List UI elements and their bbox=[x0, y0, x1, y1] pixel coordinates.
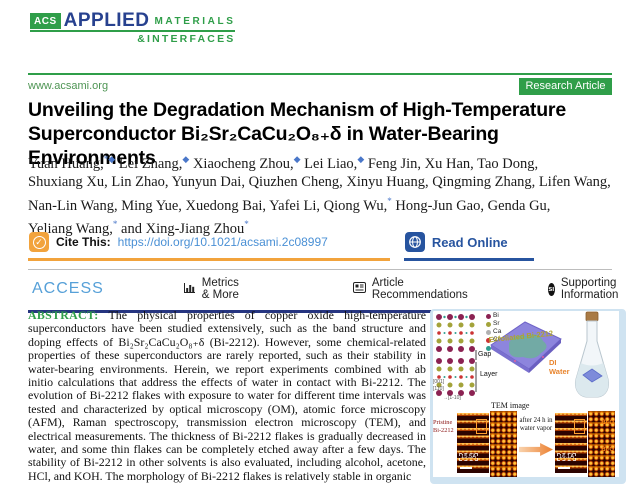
article-type-badge: Research Article bbox=[519, 78, 612, 95]
cite-this-section[interactable]: ✓ Cite This: https://doi.org/10.1021/acs… bbox=[28, 231, 390, 261]
metrics-and-more-link[interactable]: Metrics & More bbox=[183, 277, 239, 301]
gap-label: Gap bbox=[478, 351, 492, 358]
zoom-region-box bbox=[476, 419, 487, 434]
journal-url-link[interactable]: www.acsami.org bbox=[28, 80, 109, 92]
tem-image-after-zoom: Bi-O Bi-O bbox=[588, 411, 615, 477]
journal-name-materials: MATERIALS bbox=[154, 16, 236, 27]
axis-1-10-label: →[1-10] bbox=[443, 395, 461, 401]
pristine-label: Pristine Bi-2212 bbox=[433, 419, 454, 434]
page-title: Unveiling the Degradation Mechanism of H… bbox=[28, 98, 618, 170]
spacing-label-before: 15.5Å bbox=[459, 453, 479, 461]
bar-chart-icon bbox=[183, 282, 196, 297]
reaction-arrow-block: after 24 h in water vapor bbox=[518, 411, 554, 477]
recommendations-label: Article Recommendations bbox=[371, 277, 468, 301]
spacing-label-after: 16.1Å bbox=[557, 453, 577, 461]
supporting-information-link[interactable]: sı Supporting Information bbox=[547, 277, 625, 301]
check-glyph: ✓ bbox=[32, 235, 46, 249]
crystal-structure-diagram bbox=[436, 314, 477, 396]
acs-logo-box: ACS bbox=[30, 13, 61, 29]
legend-row: Cu bbox=[486, 336, 501, 344]
layer-label: Layer bbox=[480, 371, 498, 378]
title-line-2: Superconductor Bi₂Sr₂CaCu₂O₈₊δ in Water-… bbox=[28, 123, 499, 169]
atom-dot-icon bbox=[486, 321, 491, 327]
read-online-button[interactable]: Read Online bbox=[403, 231, 534, 261]
access-bar: ACCESS Metrics & More Article Recommenda… bbox=[28, 269, 618, 313]
tem-image-caption: TEM image bbox=[491, 401, 530, 410]
legend-row: Bi bbox=[486, 312, 501, 320]
di-water-flask-illustration bbox=[575, 311, 609, 398]
abstract-label: ABSTRACT: bbox=[28, 309, 99, 322]
atom-dot-icon bbox=[486, 313, 491, 319]
document-icon bbox=[352, 282, 366, 296]
bi-o-label: Bi-O bbox=[601, 420, 614, 426]
journal-name-applied: APPLIED bbox=[63, 10, 150, 31]
header-divider bbox=[28, 73, 612, 75]
title-line-1: Unveiling the Degradation Mechanism of H… bbox=[28, 99, 566, 121]
legend-row: Ca bbox=[486, 328, 501, 336]
abstract-text: The physical properties of copper oxide … bbox=[28, 309, 426, 483]
bi-o-label: Bi-O bbox=[601, 447, 614, 453]
author-lines: Yuan Huang,*◆ Lei Zhang,◆ Xiaocheng Zhou… bbox=[28, 150, 618, 238]
tem-image-row: Pristine Bi-2212 15.5Å after 24 h in wat… bbox=[433, 411, 615, 477]
journal-logo: ACS APPLIED MATERIALS &INTERFACES bbox=[30, 10, 236, 45]
axis-110-label: [110] bbox=[433, 386, 444, 392]
abstract-paragraph: ABSTRACT: The physical properties of cop… bbox=[28, 309, 426, 484]
tem-image-after: 16.1Å bbox=[555, 413, 587, 473]
article-recommendations-link[interactable]: Article Recommendations bbox=[352, 277, 468, 301]
metrics-label: Metrics & More bbox=[201, 277, 239, 301]
axis-001-label: [001] bbox=[433, 379, 445, 385]
globe-icon bbox=[404, 232, 425, 252]
cite-check-icon: ✓ bbox=[29, 232, 49, 252]
author-line: Yuan Huang,*◆ Lei Zhang,◆ Xiaocheng Zhou… bbox=[28, 154, 539, 172]
si-icon: sı bbox=[547, 282, 555, 296]
atom-dot-icon bbox=[486, 329, 491, 335]
tem-image-pristine: 15.5Å bbox=[457, 413, 489, 473]
cite-this-label: Cite This: bbox=[56, 235, 111, 249]
supporting-label: Supporting Information bbox=[560, 277, 619, 301]
scale-bar bbox=[460, 467, 472, 469]
exfoliated-flake-illustration bbox=[490, 321, 562, 373]
journal-logo-row: ACS APPLIED MATERIALS bbox=[30, 10, 236, 32]
legend-row: Sr bbox=[486, 320, 501, 328]
doi-link[interactable]: https://doi.org/10.1021/acsami.2c08997 bbox=[117, 235, 328, 249]
graphical-abstract: BiSrCaCuO Gap Layer [001] [110] →[1-10] … bbox=[430, 309, 626, 484]
cite-bar: ✓ Cite This: https://doi.org/10.1021/acs… bbox=[28, 231, 534, 261]
journal-name-interfaces: &INTERFACES bbox=[137, 33, 236, 45]
tem-image-pristine-zoom bbox=[490, 411, 517, 477]
atom-dot-icon bbox=[486, 345, 491, 351]
author-line: Shuxiang Xu, Lin Zhao, Yunyun Dai, Qiuzh… bbox=[28, 174, 611, 191]
author-line: Nan-Lin Wang, Ming Yue, Xuedong Bai, Yaf… bbox=[28, 195, 551, 214]
zoom-region-box bbox=[574, 419, 585, 434]
arrow-caption: after 24 h in water vapor bbox=[519, 417, 553, 432]
read-online-label: Read Online bbox=[431, 234, 508, 250]
access-link[interactable]: ACCESS bbox=[32, 280, 104, 297]
right-arrow-icon bbox=[519, 443, 553, 456]
scale-bar bbox=[558, 467, 570, 469]
author-line: Yeliang Wang,* and Xing-Jiang Zhou* bbox=[28, 219, 249, 237]
di-water-label: DI Water bbox=[549, 358, 570, 376]
atom-dot-icon bbox=[486, 337, 491, 343]
